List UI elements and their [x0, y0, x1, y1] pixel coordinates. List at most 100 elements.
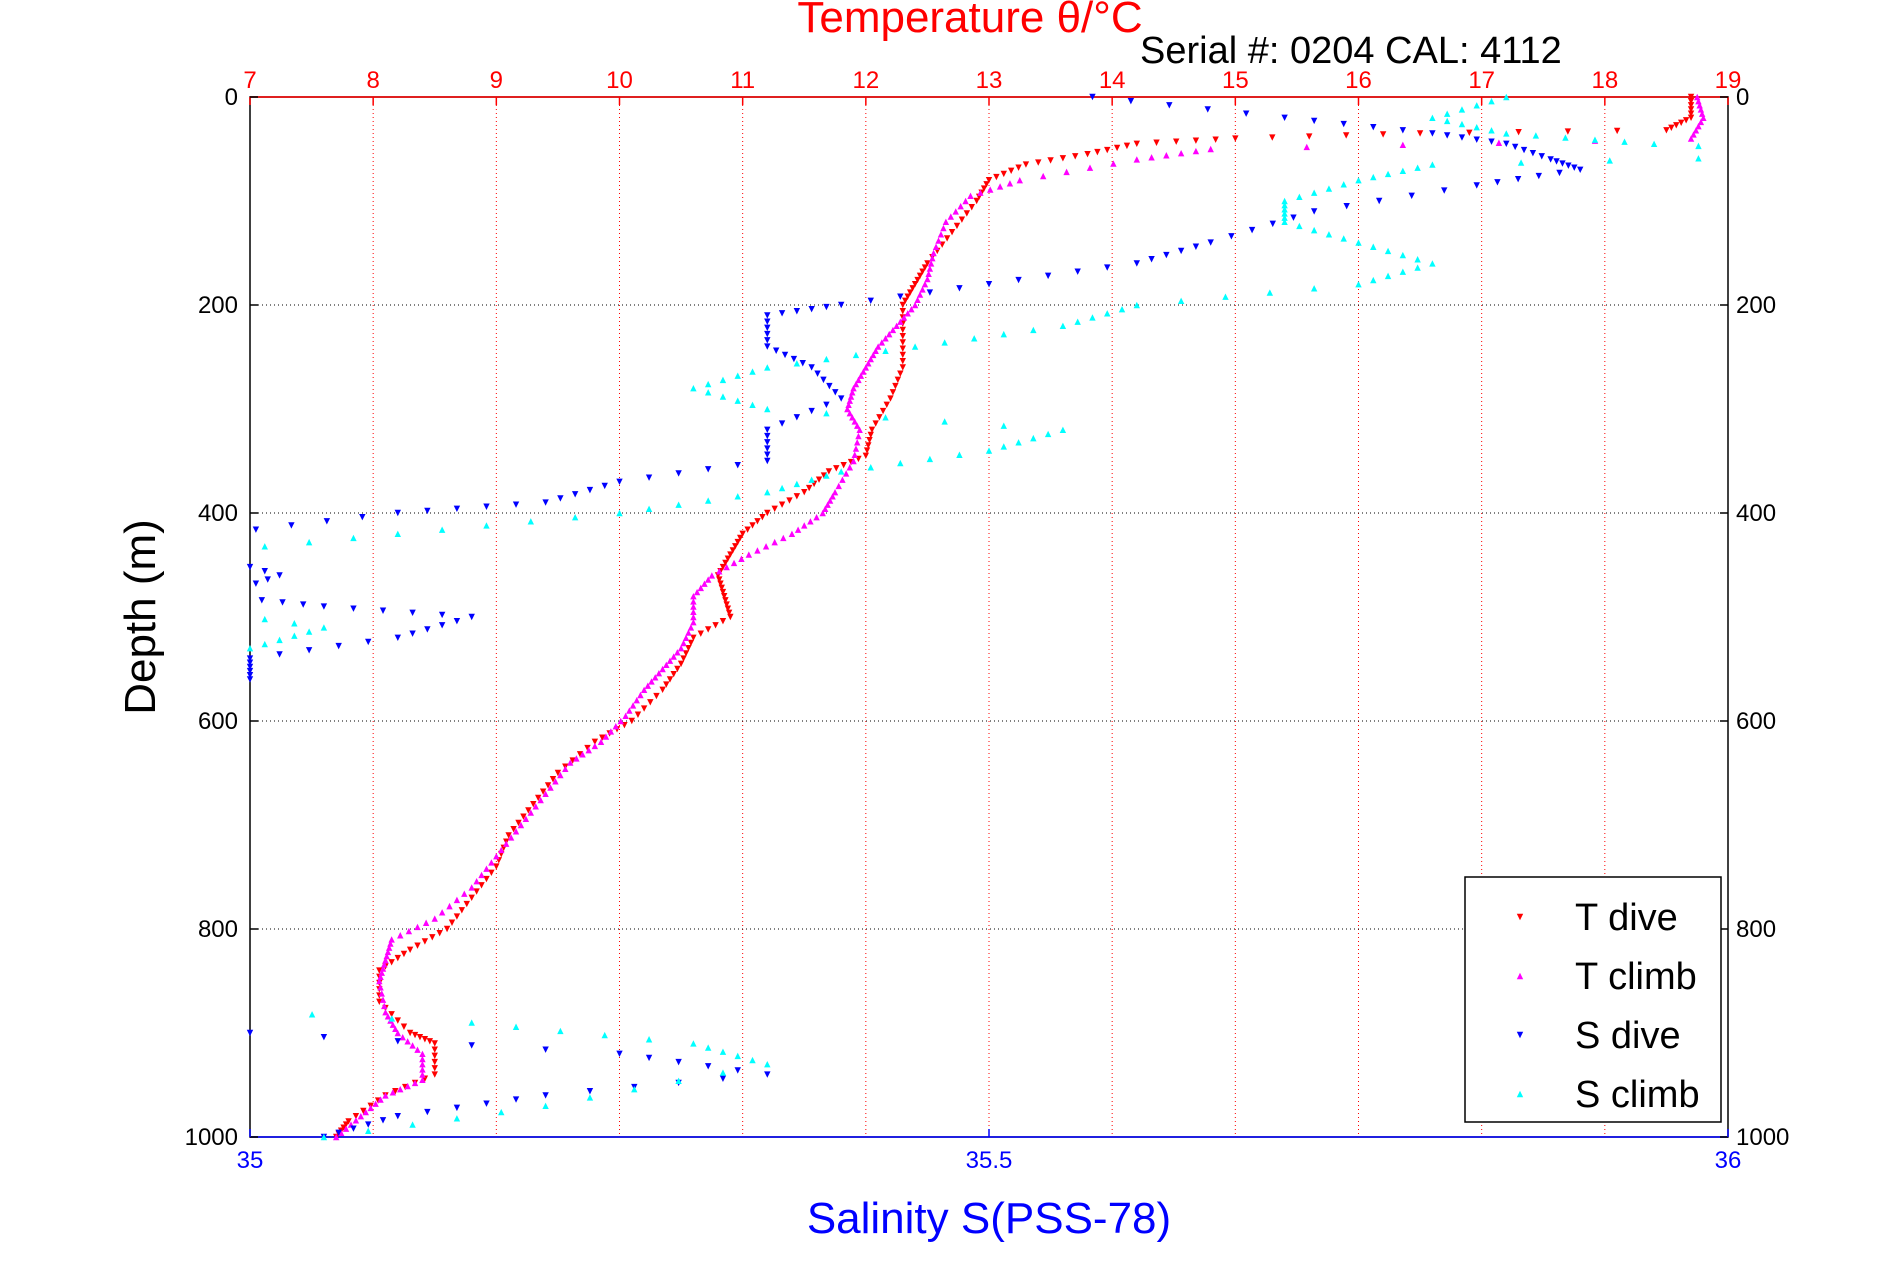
data-point [909, 285, 916, 292]
data-point [394, 509, 401, 517]
data-point [1687, 102, 1695, 109]
data-point [704, 1044, 712, 1051]
data-point [719, 588, 727, 596]
data-point [653, 692, 660, 700]
data-point [1538, 153, 1545, 160]
data-point [764, 405, 771, 413]
data-point [394, 530, 401, 537]
series-s-dive [246, 93, 1584, 1141]
data-point [666, 657, 674, 664]
data-point [628, 717, 636, 725]
data-point [926, 265, 934, 272]
data-point [453, 1104, 461, 1112]
data-point [1310, 117, 1318, 125]
data-point [717, 580, 724, 587]
data-point [718, 584, 725, 592]
data-point [1281, 201, 1288, 209]
data-point [690, 634, 697, 641]
data-point [419, 1076, 426, 1083]
data-point [723, 601, 730, 608]
data-point [424, 507, 431, 515]
data-point [388, 1015, 396, 1022]
depth-tick-label: 1000 [185, 1124, 238, 1151]
data-point [468, 1019, 475, 1026]
data-point [734, 372, 741, 379]
data-point [1473, 123, 1480, 131]
data-point [411, 1031, 419, 1039]
data-point [876, 414, 883, 421]
legend-label: S climb [1575, 1074, 1700, 1116]
data-point [738, 555, 745, 562]
data-point [542, 1092, 549, 1099]
data-point [682, 634, 690, 641]
data-point [1269, 134, 1276, 141]
data-point [764, 1061, 771, 1068]
data-point [473, 877, 480, 885]
data-point [1192, 243, 1200, 250]
data-point [764, 432, 771, 440]
data-point [690, 608, 697, 615]
data-point [927, 260, 935, 267]
data-point [409, 1121, 416, 1128]
data-point [866, 437, 873, 444]
data-point [899, 339, 906, 346]
data-point [826, 497, 834, 504]
data-point [675, 501, 682, 508]
data-point [854, 439, 861, 446]
data-point [1133, 156, 1140, 163]
data-point [820, 376, 827, 384]
data-point [1133, 140, 1140, 147]
data-point [542, 499, 549, 506]
data-point [847, 393, 855, 400]
data-point [1414, 264, 1421, 271]
data-point [1429, 161, 1436, 168]
depth-tick-label: 400 [198, 500, 238, 527]
data-point [1443, 117, 1451, 125]
data-point [394, 634, 401, 641]
data-point [443, 925, 451, 933]
data-point [634, 711, 642, 718]
temperature-tick-label: 17 [1468, 67, 1495, 94]
data-point [1030, 434, 1037, 442]
data-point [899, 326, 906, 334]
series-s-climb [246, 93, 1702, 1141]
data-point [808, 476, 815, 483]
data-point [685, 645, 692, 652]
data-point [749, 368, 756, 375]
data-point [870, 351, 877, 359]
data-point [677, 645, 685, 652]
data-point [857, 372, 865, 379]
temperature-tick-label: 13 [976, 67, 1003, 94]
data-point [258, 597, 266, 604]
data-point [246, 1029, 254, 1037]
data-point [1072, 153, 1079, 160]
chart-title: Temperature θ/°C [797, 0, 1142, 42]
data-point [1408, 192, 1415, 199]
data-point [799, 360, 806, 367]
data-point [414, 923, 421, 931]
data-point [1127, 97, 1135, 105]
data-point [764, 364, 771, 371]
data-point [1039, 172, 1047, 180]
data-point [246, 645, 254, 652]
data-point [557, 495, 564, 502]
temperature-tick-label: 7 [243, 67, 256, 94]
data-point [381, 1002, 388, 1010]
data-point [838, 468, 845, 475]
data-point [655, 669, 663, 677]
data-point [929, 255, 936, 262]
data-point [1577, 166, 1584, 173]
data-point [807, 518, 814, 525]
data-point [879, 407, 887, 415]
data-point [1503, 130, 1510, 137]
legend-marker [1516, 972, 1524, 980]
data-point [1340, 235, 1347, 242]
data-point [893, 322, 900, 329]
data-point [542, 790, 549, 797]
data-point [1086, 164, 1094, 171]
data-point [323, 518, 331, 525]
data-point [1384, 272, 1392, 280]
data-point [719, 393, 727, 400]
data-point [1695, 97, 1702, 105]
data-point [1074, 318, 1081, 325]
